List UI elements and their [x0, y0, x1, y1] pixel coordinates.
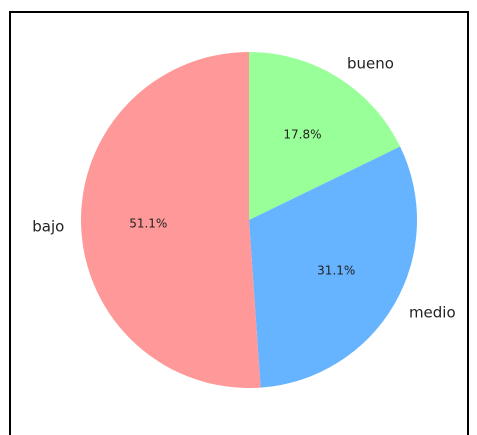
pie-category-label-bueno: bueno [347, 54, 394, 72]
pie-pct-label-bueno: 17.8% [283, 128, 321, 142]
pie-slice-medio [249, 146, 418, 388]
pie-labels: 17.8% bueno 31.1% medio 51.1% bajo [32, 54, 455, 321]
pie-category-label-medio: medio [409, 304, 456, 322]
pie-pct-label-bajo: 51.1% [129, 216, 167, 230]
pie-category-label-bajo: bajo [32, 217, 64, 235]
pie-slice-bueno [249, 52, 401, 220]
pie-slices [81, 52, 418, 388]
pie-pct-label-medio: 31.1% [317, 263, 355, 277]
pie-slice-bajo [81, 52, 261, 388]
